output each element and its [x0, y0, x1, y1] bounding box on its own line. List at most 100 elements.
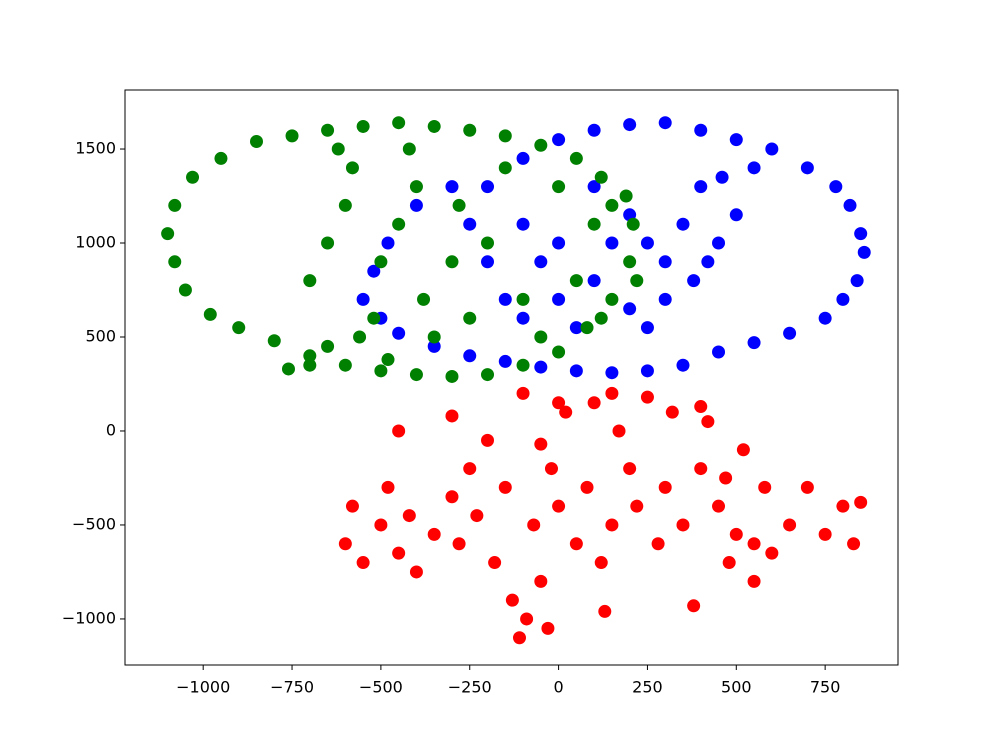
- point: [516, 217, 530, 231]
- point: [267, 334, 281, 348]
- point: [719, 471, 733, 485]
- point: [694, 462, 708, 476]
- point: [712, 236, 726, 250]
- point: [249, 135, 263, 149]
- point: [516, 311, 530, 325]
- point: [463, 123, 477, 137]
- point: [658, 255, 672, 269]
- point: [353, 330, 367, 344]
- point: [712, 499, 726, 513]
- point: [168, 255, 182, 269]
- point: [392, 424, 406, 438]
- point: [552, 396, 566, 410]
- point: [498, 161, 512, 175]
- point: [552, 345, 566, 359]
- point: [765, 142, 779, 156]
- point: [481, 255, 495, 269]
- point: [470, 509, 484, 523]
- point: [552, 133, 566, 147]
- point: [541, 621, 555, 635]
- point: [381, 236, 395, 250]
- point: [534, 360, 548, 374]
- point: [580, 480, 594, 494]
- point: [623, 255, 637, 269]
- point: [481, 180, 495, 194]
- point: [374, 518, 388, 532]
- point: [569, 274, 583, 288]
- point: [534, 330, 548, 344]
- point: [594, 170, 608, 184]
- point: [498, 480, 512, 494]
- point: [765, 546, 779, 560]
- y-tick-label: 1500: [75, 139, 116, 158]
- point: [747, 161, 761, 175]
- point: [569, 151, 583, 165]
- point: [427, 527, 441, 541]
- point: [481, 433, 495, 447]
- x-tick-label: −500: [359, 678, 403, 697]
- point: [178, 283, 192, 297]
- point: [694, 400, 708, 414]
- point: [321, 123, 335, 137]
- point: [658, 292, 672, 306]
- point: [818, 527, 832, 541]
- point: [463, 349, 477, 363]
- point: [488, 556, 502, 570]
- point: [623, 462, 637, 476]
- point: [605, 292, 619, 306]
- point: [392, 326, 406, 340]
- point: [736, 443, 750, 457]
- point: [687, 274, 701, 288]
- point: [747, 537, 761, 551]
- point: [676, 358, 690, 372]
- point: [214, 151, 228, 165]
- point: [640, 364, 654, 378]
- point: [409, 565, 423, 579]
- point: [303, 358, 317, 372]
- point: [381, 353, 395, 367]
- point: [427, 339, 441, 353]
- point: [800, 161, 814, 175]
- point: [409, 198, 423, 212]
- point: [552, 292, 566, 306]
- point: [338, 358, 352, 372]
- plot-frame: [124, 89, 899, 666]
- point: [729, 527, 743, 541]
- point: [847, 537, 861, 551]
- point: [392, 217, 406, 231]
- point: [587, 396, 601, 410]
- point: [534, 437, 548, 451]
- point: [619, 189, 633, 203]
- point: [758, 480, 772, 494]
- point: [512, 631, 526, 645]
- point: [676, 518, 690, 532]
- point: [605, 366, 619, 380]
- point: [303, 274, 317, 288]
- point: [552, 499, 566, 513]
- point: [715, 170, 729, 184]
- point: [594, 311, 608, 325]
- point: [161, 227, 175, 241]
- point: [729, 208, 743, 222]
- point: [665, 405, 679, 419]
- point: [676, 217, 690, 231]
- y-tick-label: 0: [106, 420, 116, 439]
- point: [498, 292, 512, 306]
- point: [481, 368, 495, 382]
- point: [402, 142, 416, 156]
- x-tick-label: −1000: [176, 678, 230, 697]
- x-tick-label: −250: [448, 678, 492, 697]
- point: [701, 255, 715, 269]
- point: [836, 292, 850, 306]
- point: [445, 255, 459, 269]
- point: [640, 321, 654, 335]
- point: [445, 490, 459, 504]
- point: [281, 362, 295, 376]
- point: [516, 386, 530, 400]
- point: [427, 330, 441, 344]
- point: [498, 129, 512, 143]
- point: [587, 123, 601, 137]
- point: [640, 236, 654, 250]
- point: [303, 349, 317, 363]
